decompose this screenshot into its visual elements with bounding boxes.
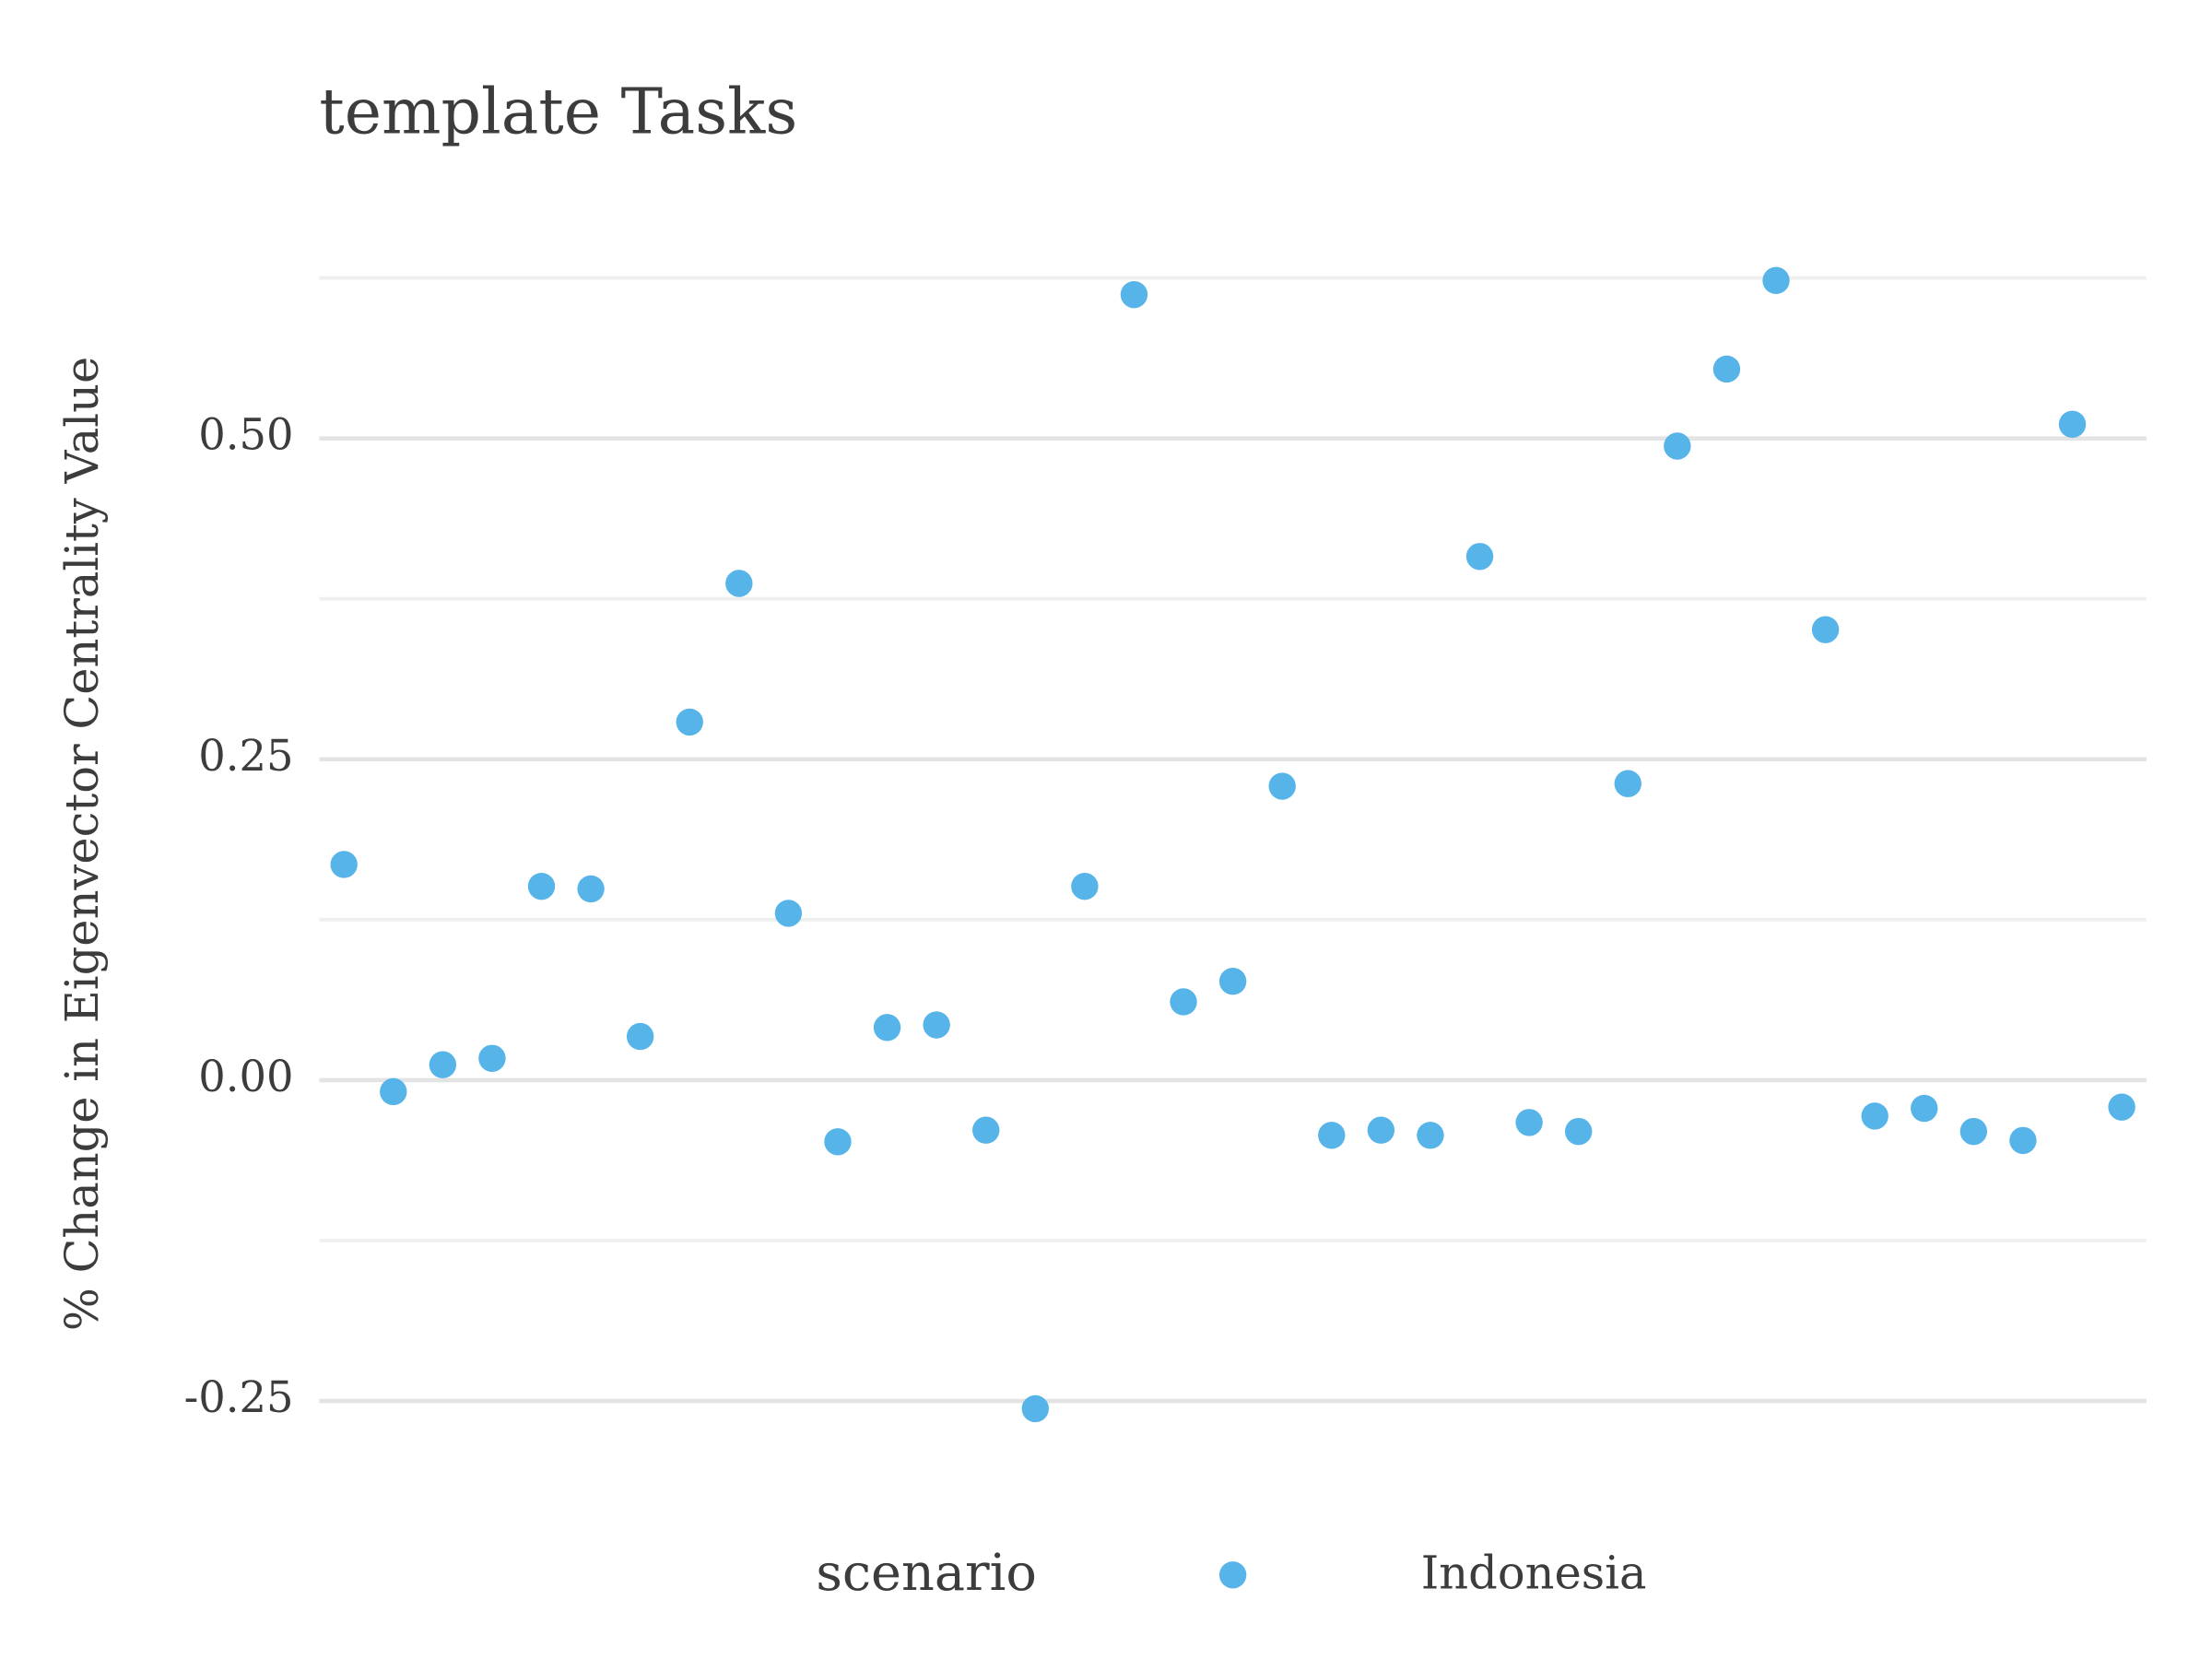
y-tick-label: 0.25 — [198, 731, 293, 781]
data-point — [429, 1051, 457, 1078]
data-point — [1811, 616, 1840, 643]
data-point — [774, 900, 803, 927]
data-point — [1712, 355, 1741, 383]
data-point — [1565, 1117, 1593, 1146]
y-tick-label: -0.25 — [184, 1372, 294, 1422]
data-point — [2058, 410, 2087, 439]
data-point — [1515, 1109, 1543, 1136]
data-point — [1367, 1116, 1395, 1144]
data-point — [923, 1011, 950, 1039]
data-point — [1959, 1117, 1988, 1146]
data-point — [1071, 872, 1099, 900]
data-point — [2009, 1126, 2037, 1155]
data-point — [1120, 280, 1148, 309]
y-axis-label: % Change in Eigenvector Centrality Value — [55, 357, 109, 1331]
data-point — [1465, 543, 1494, 571]
data-point — [2108, 1093, 2136, 1121]
data-point — [1417, 1122, 1444, 1149]
data-point — [330, 851, 358, 878]
data-point — [1762, 266, 1790, 295]
data-point — [1218, 968, 1247, 995]
y-tick-label: 0.00 — [198, 1052, 293, 1101]
legend-marker — [1218, 1561, 1247, 1589]
data-point — [1614, 770, 1641, 797]
legend-label: Indonesia — [1421, 1546, 1647, 1599]
data-point — [676, 708, 703, 736]
data-point — [972, 1116, 1000, 1144]
data-point — [1170, 988, 1197, 1016]
data-point — [626, 1022, 654, 1051]
data-point — [1021, 1394, 1049, 1423]
chart-title: template Tasks — [319, 76, 797, 148]
data-point — [577, 875, 605, 903]
data-point — [1861, 1102, 1888, 1130]
data-point — [380, 1077, 407, 1106]
data-point — [1268, 772, 1296, 800]
data-point — [725, 570, 753, 597]
data-point — [527, 872, 556, 900]
data-point — [1664, 432, 1691, 460]
data-point — [824, 1128, 852, 1156]
data-point — [478, 1044, 506, 1072]
y-tick-label: 0.50 — [198, 410, 293, 460]
data-point — [873, 1014, 901, 1041]
data-point — [1911, 1094, 1938, 1123]
data-point — [1318, 1122, 1346, 1149]
legend-title: scenario — [816, 1543, 1037, 1603]
